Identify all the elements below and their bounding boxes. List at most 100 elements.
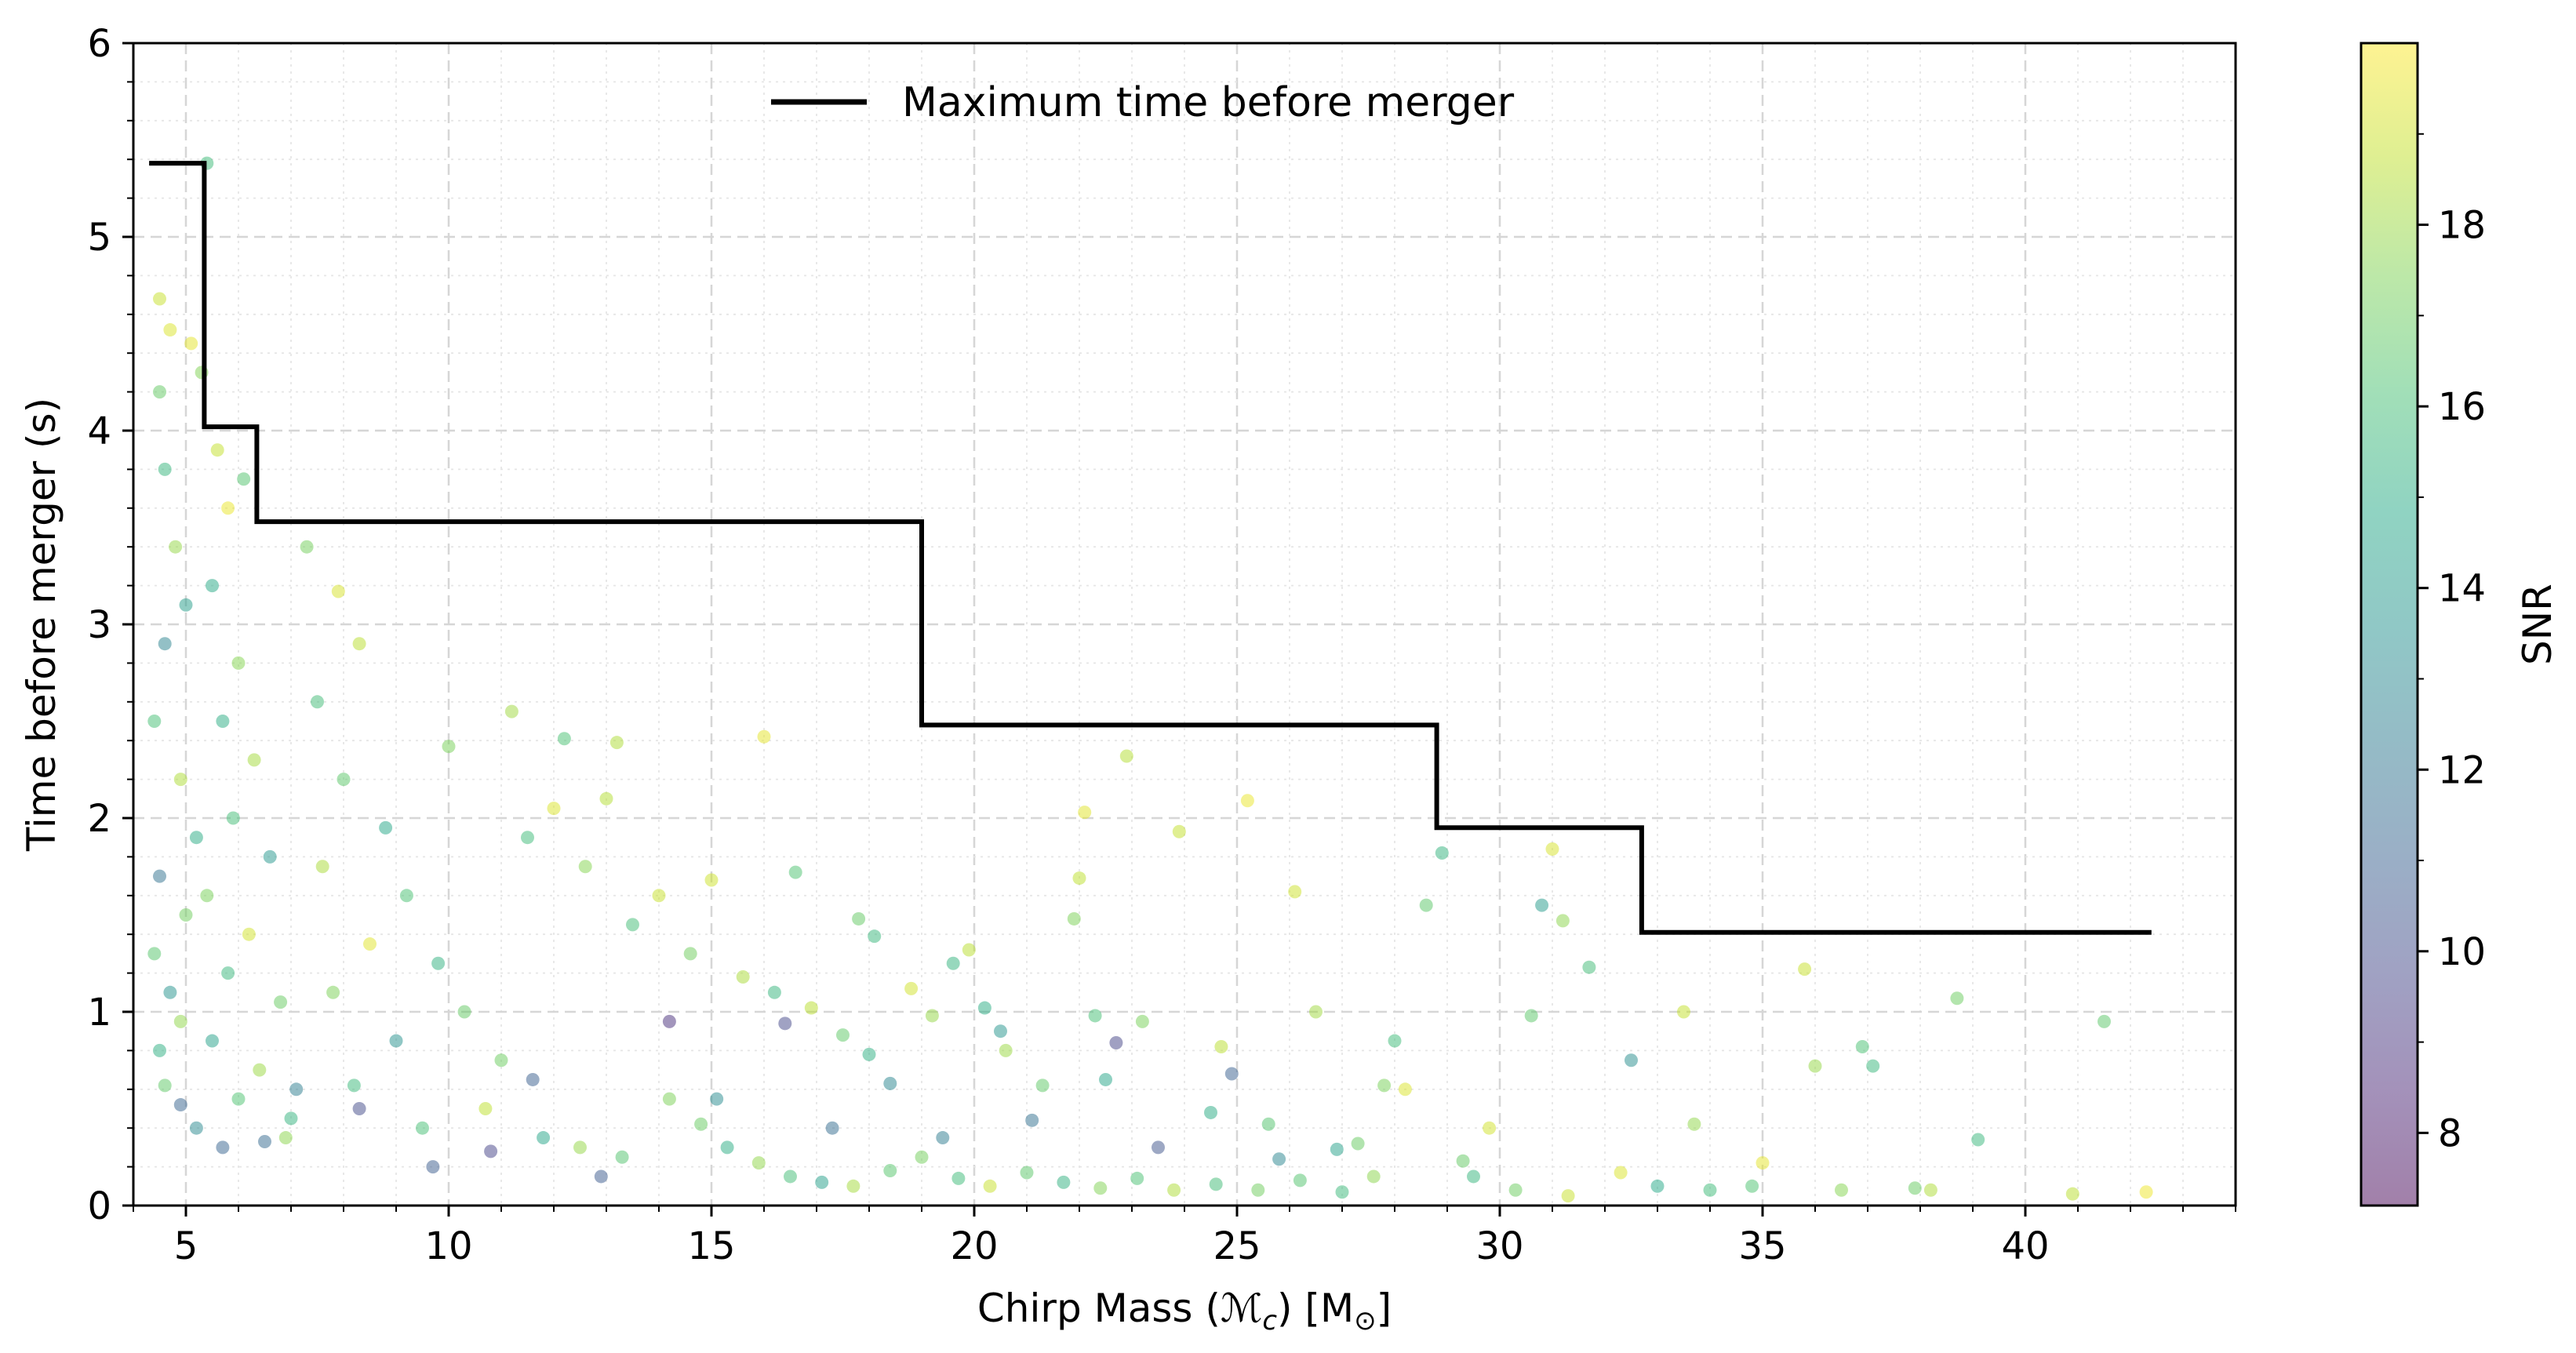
- scatter-point: [1209, 1177, 1223, 1191]
- colorbar-tick-label: 16: [2438, 385, 2486, 429]
- scatter-point: [815, 1175, 829, 1189]
- scatter-point: [883, 1164, 897, 1178]
- scatter-point: [389, 1034, 403, 1048]
- step-line-path: [149, 161, 2152, 935]
- scatter-point: [1135, 1014, 1149, 1028]
- scatter-point: [1130, 1171, 1144, 1185]
- axis-ticks: 5 10 15 20 25 30 35 40 0 1 2 3 4 5 6: [87, 22, 2236, 1268]
- scatter-point: [1057, 1175, 1071, 1189]
- y-tick-label: 5: [87, 216, 111, 260]
- scatter-point: [210, 443, 224, 457]
- y-axis-label: Time before merger (s): [19, 398, 64, 852]
- scatter-point: [1687, 1117, 1701, 1131]
- scatter-point: [1508, 1183, 1523, 1197]
- scatter-point: [1272, 1152, 1286, 1166]
- max-time-step-line: [149, 161, 2152, 935]
- grid: [133, 42, 2236, 1207]
- colorbar-tick-label: 14: [2438, 567, 2486, 611]
- scatter-point: [153, 385, 166, 399]
- scatter-point: [767, 985, 781, 999]
- scatter-point: [962, 943, 976, 957]
- scatter-point: [1555, 914, 1570, 928]
- scatter-point: [352, 1102, 366, 1115]
- scatter-point: [216, 1140, 230, 1155]
- scatter-point: [206, 1034, 219, 1048]
- scatter-point: [147, 715, 162, 728]
- scatter-point: [915, 1150, 929, 1164]
- scatter-point: [231, 1092, 246, 1106]
- scatter-point: [994, 1024, 1007, 1038]
- scatter-point: [179, 598, 193, 612]
- scatter-point: [1167, 1183, 1181, 1197]
- scatter-point: [1351, 1137, 1365, 1151]
- scatter-point: [1908, 1181, 1922, 1195]
- scatter-point: [416, 1121, 429, 1135]
- scatter-point: [352, 637, 366, 651]
- scatter-point: [1025, 1113, 1039, 1127]
- scatter-point: [484, 1144, 498, 1158]
- legend-label: Maximum time before merger: [902, 79, 1515, 126]
- scatter-point: [173, 1014, 187, 1028]
- y-tick-label: 3: [87, 603, 111, 647]
- scatter-point: [326, 985, 340, 999]
- scatter-point: [173, 1098, 187, 1112]
- scatter-point: [189, 1121, 203, 1135]
- scatter-point: [478, 1102, 493, 1115]
- scatter-point: [736, 970, 750, 984]
- scatter-point: [751, 1156, 766, 1170]
- scatter-point: [983, 1179, 997, 1193]
- y-tick-label: 6: [87, 22, 111, 66]
- scatter-points: [147, 156, 2153, 1203]
- x-tick-label: 15: [687, 1224, 735, 1268]
- scatter-point: [200, 889, 214, 903]
- scatter-point: [379, 820, 393, 835]
- scatter-point: [399, 889, 413, 903]
- scatter-point: [1950, 991, 1964, 1006]
- scatter-point: [1535, 898, 1549, 912]
- scatter-point: [231, 656, 246, 670]
- scatter-point: [337, 773, 351, 787]
- scatter-point: [710, 1092, 724, 1106]
- scatter-point: [311, 695, 324, 709]
- scatter-point: [1078, 806, 1092, 820]
- scatter-point: [547, 802, 561, 816]
- scatter-point: [347, 1078, 361, 1093]
- scatter-point: [1330, 1142, 1344, 1156]
- scatter-point: [1798, 962, 1812, 977]
- scatter-point: [977, 1001, 991, 1015]
- scatter-point: [662, 1014, 676, 1028]
- scatter-point: [999, 1043, 1013, 1057]
- scatter-point: [846, 1179, 860, 1193]
- scatter-point: [1261, 1117, 1275, 1131]
- scatter-point: [1204, 1105, 1217, 1119]
- scatter-point: [694, 1117, 708, 1131]
- scatter-point: [936, 1131, 950, 1145]
- scatter-point: [784, 1169, 797, 1184]
- scatter-point: [1093, 1181, 1108, 1195]
- scatter-point: [594, 1169, 608, 1184]
- scatter-point: [1240, 794, 1254, 808]
- scatter-point: [237, 472, 251, 486]
- scatter-point: [431, 956, 446, 970]
- scatter-point: [1377, 1078, 1392, 1093]
- scatter-point: [1971, 1133, 1985, 1147]
- scatter-point: [757, 729, 771, 744]
- scatter-point: [258, 1134, 271, 1148]
- scatter-point: [662, 1092, 676, 1106]
- scatter-point: [883, 1076, 897, 1090]
- y-tick-label: 2: [87, 797, 111, 841]
- scatter-point: [206, 579, 219, 593]
- scatter-point: [1923, 1183, 1937, 1197]
- scatter-point: [1035, 1078, 1050, 1093]
- scatter-point: [1456, 1154, 1470, 1168]
- scatter-point: [1835, 1183, 1848, 1197]
- scatter-point: [704, 873, 719, 887]
- scatter-point: [184, 336, 198, 351]
- scatter-point: [1072, 871, 1086, 886]
- scatter-point: [163, 985, 177, 999]
- scatter-point: [442, 740, 456, 754]
- scatter-point: [578, 860, 592, 874]
- scatter-point: [521, 831, 534, 845]
- scatter-point: [925, 1009, 939, 1023]
- scatter-point: [1251, 1183, 1265, 1197]
